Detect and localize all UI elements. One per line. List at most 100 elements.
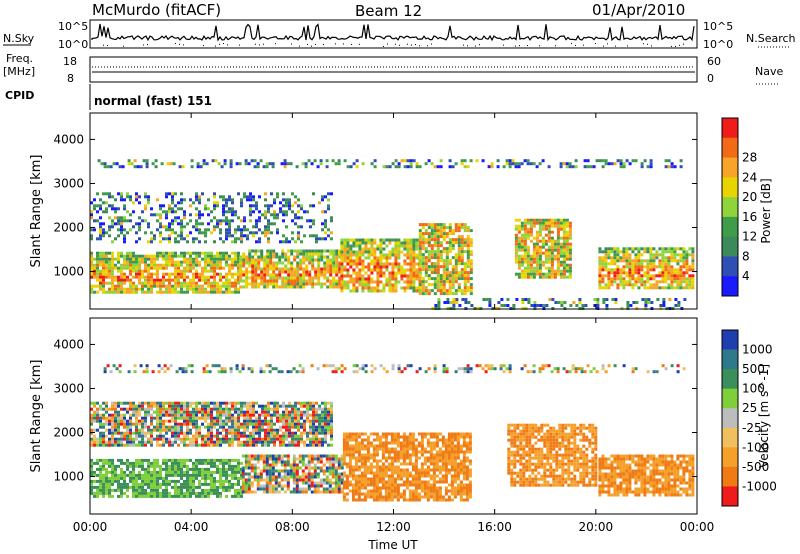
data-cell	[426, 438, 430, 442]
data-cell	[437, 301, 441, 304]
data-cell	[329, 258, 333, 262]
data-cell	[423, 489, 427, 493]
data-cell	[349, 250, 353, 254]
data-cell	[162, 488, 165, 492]
data-cell	[135, 461, 138, 465]
data-cell	[198, 473, 201, 477]
data-cell	[565, 165, 569, 169]
data-cell	[198, 461, 201, 465]
data-cell	[670, 277, 674, 281]
data-cell	[457, 247, 461, 251]
data-cell	[216, 284, 219, 288]
data-cell	[465, 459, 469, 463]
data-cell	[102, 461, 105, 465]
data-cell	[414, 471, 418, 475]
data-cell	[346, 165, 350, 169]
data-cell	[423, 450, 427, 454]
data-cell	[144, 257, 147, 261]
data-cell	[280, 463, 284, 467]
data-cell	[447, 489, 451, 493]
data-cell	[381, 471, 385, 475]
data-cell	[294, 216, 297, 220]
data-cell	[307, 466, 311, 470]
data-cell	[216, 485, 219, 489]
data-cell	[318, 237, 321, 241]
data-cell	[408, 435, 412, 439]
data-cell	[460, 235, 464, 239]
data-cell	[120, 195, 123, 199]
data-cell	[183, 479, 186, 483]
data-cell	[364, 247, 368, 251]
data-cell	[382, 247, 386, 251]
data-cell	[331, 475, 335, 479]
data-cell	[544, 218, 548, 222]
data-cell	[108, 263, 111, 267]
data-cell	[432, 441, 436, 445]
data-cell	[317, 276, 321, 280]
data-cell	[105, 260, 108, 264]
data-cell	[186, 485, 189, 489]
data-cell	[637, 265, 641, 269]
data-cell	[556, 254, 560, 258]
data-cell	[397, 253, 401, 257]
data-cell	[219, 272, 222, 276]
data-cell	[465, 474, 469, 478]
data-cell	[196, 162, 200, 166]
data-cell	[644, 298, 648, 301]
data-cell	[231, 476, 234, 480]
data-cell	[267, 210, 270, 214]
data-cell	[510, 423, 514, 427]
data-cell	[174, 494, 177, 498]
data-cell	[345, 465, 349, 469]
nsearch-dot	[387, 43, 388, 45]
data-cell	[284, 279, 288, 283]
data-cell	[180, 254, 183, 258]
data-cell	[111, 272, 114, 276]
data-cell	[225, 467, 228, 471]
data-cell	[102, 192, 105, 196]
data-cell	[643, 271, 647, 275]
data-cell	[269, 261, 273, 265]
data-cell	[135, 488, 138, 492]
data-cell	[457, 235, 461, 239]
data-cell	[177, 216, 180, 220]
data-cell	[418, 235, 422, 239]
data-cell	[316, 466, 320, 470]
data-cell	[357, 447, 361, 451]
data-cell	[544, 227, 548, 231]
data-cell	[538, 275, 542, 279]
data-cell	[316, 165, 320, 169]
data-cell	[324, 219, 327, 223]
data-cell	[126, 287, 129, 291]
data-cell	[308, 261, 312, 265]
data-cell	[562, 242, 566, 246]
data-cell	[292, 466, 296, 470]
data-cell	[156, 275, 159, 279]
data-cell	[357, 492, 361, 496]
data-cell	[396, 498, 400, 502]
data-cell	[189, 219, 192, 223]
data-cell	[321, 237, 324, 241]
data-cell	[311, 276, 315, 280]
data-cell	[293, 279, 297, 283]
data-cell	[228, 219, 231, 223]
data-cell	[414, 459, 418, 463]
data-cell	[120, 263, 123, 267]
data-cell	[283, 454, 287, 458]
data-cell	[683, 298, 687, 301]
data-cell	[111, 240, 114, 244]
data-cell	[105, 458, 108, 462]
data-cell	[120, 491, 123, 495]
data-cell	[412, 271, 416, 275]
data-cell	[213, 479, 216, 483]
data-cell	[275, 252, 279, 256]
data-cell	[397, 271, 401, 275]
data-cell	[145, 165, 149, 169]
data-cell	[541, 239, 545, 243]
data-cell	[228, 479, 231, 483]
data-cell	[269, 264, 273, 268]
data-cell	[277, 484, 281, 488]
data-cell	[354, 480, 358, 484]
data-cell	[141, 491, 144, 495]
data-cell	[132, 473, 135, 477]
